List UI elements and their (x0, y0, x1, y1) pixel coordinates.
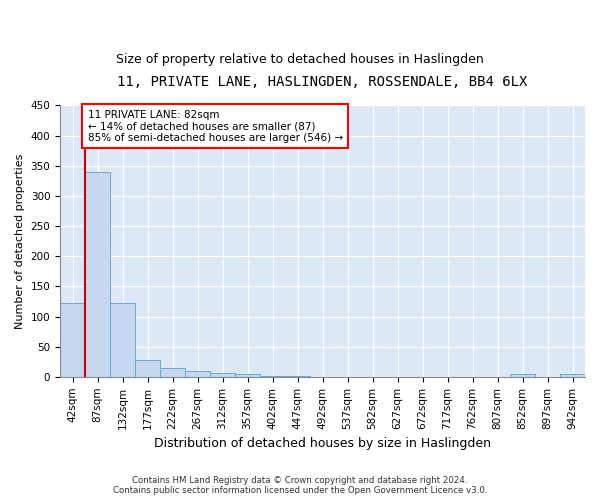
Title: 11, PRIVATE LANE, HASLINGDEN, ROSSENDALE, BB4 6LX: 11, PRIVATE LANE, HASLINGDEN, ROSSENDALE… (118, 75, 528, 89)
Text: Size of property relative to detached houses in Haslingden: Size of property relative to detached ho… (116, 52, 484, 66)
Bar (135, 360, 160, 377)
X-axis label: Distribution of detached houses by size in Haslingden: Distribution of detached houses by size … (154, 437, 491, 450)
Bar (60, 303, 85, 377)
Bar (85, 172, 110, 377)
Bar (210, 373, 235, 377)
Bar (510, 374, 535, 377)
Bar (185, 372, 210, 377)
Text: Contains HM Land Registry data © Crown copyright and database right 2024.
Contai: Contains HM Land Registry data © Crown c… (113, 476, 487, 495)
Y-axis label: Number of detached properties: Number of detached properties (15, 154, 25, 329)
Bar (110, 303, 135, 377)
Bar (285, 376, 310, 377)
Bar (260, 376, 285, 377)
Text: 11 PRIVATE LANE: 82sqm
← 14% of detached houses are smaller (87)
85% of semi-det: 11 PRIVATE LANE: 82sqm ← 14% of detached… (88, 110, 343, 143)
Bar (235, 374, 260, 377)
Bar (560, 374, 585, 377)
Bar (160, 368, 185, 377)
